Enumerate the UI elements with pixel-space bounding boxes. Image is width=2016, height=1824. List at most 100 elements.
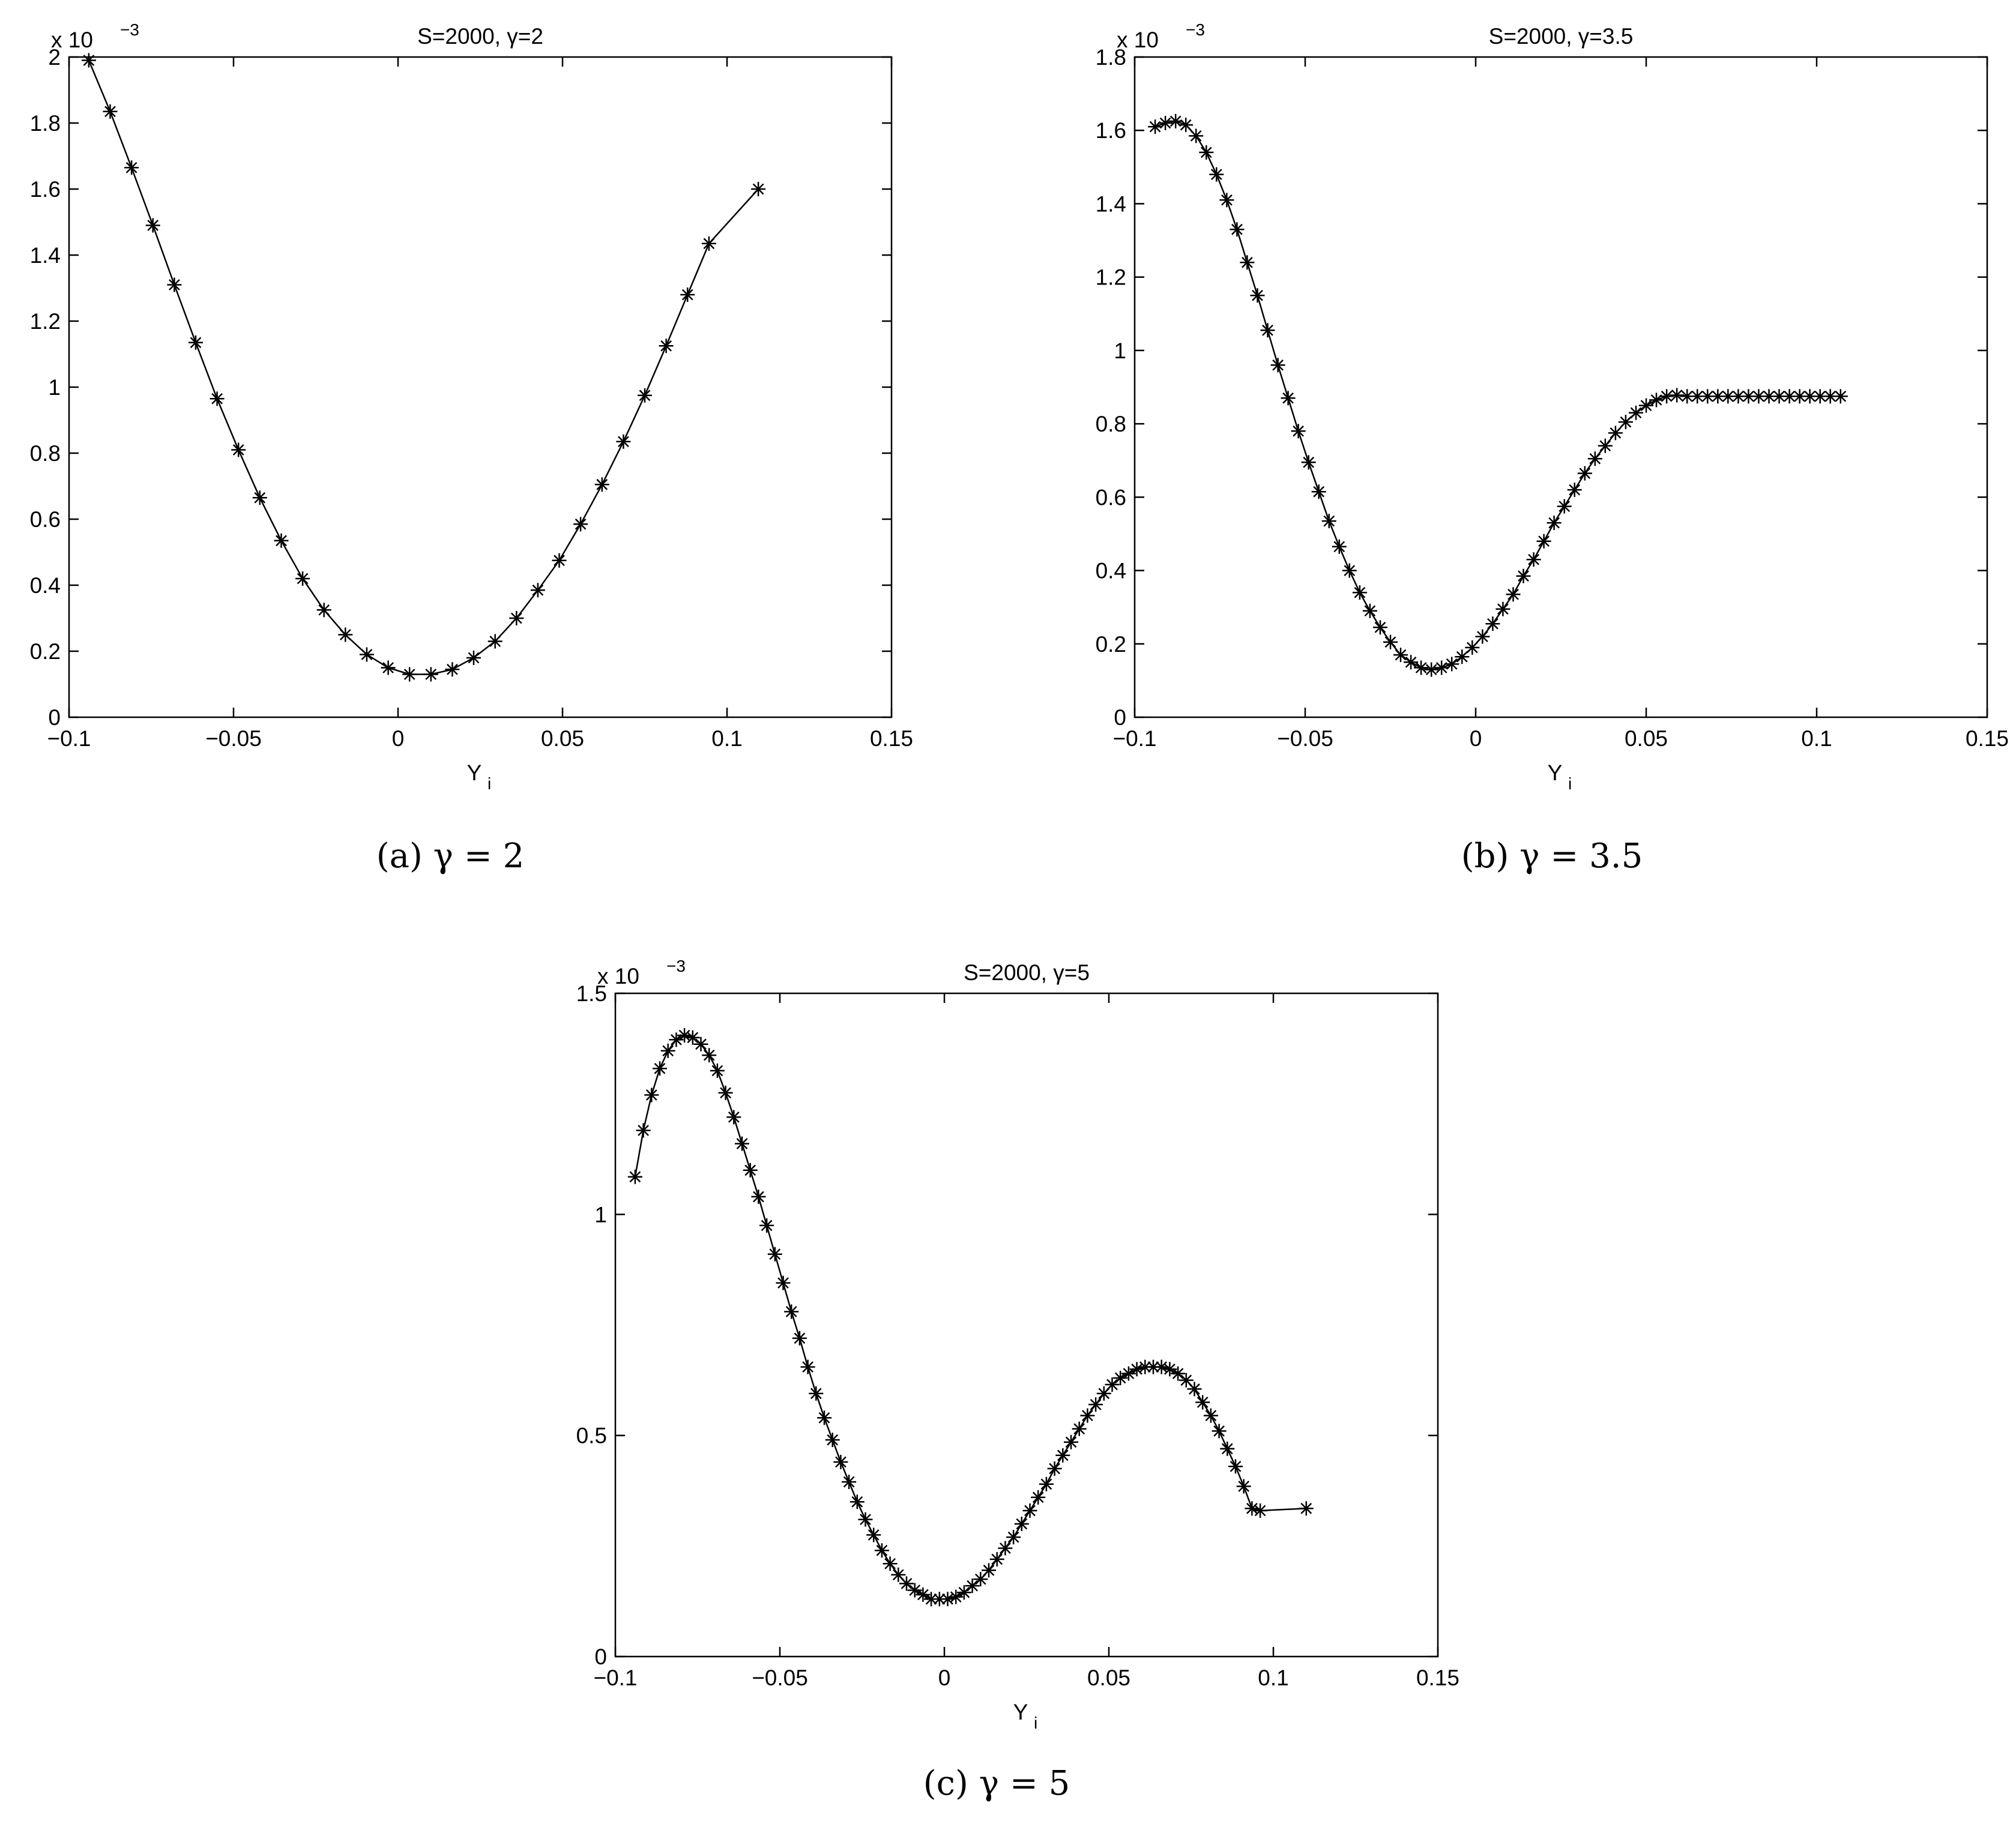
- data-point: [644, 1088, 659, 1103]
- data-point: [1187, 1382, 1202, 1397]
- data-point: [1171, 1366, 1186, 1381]
- marker-stroke: [835, 1456, 847, 1468]
- data-point: [1587, 451, 1602, 466]
- y-tick-label: 1.2: [30, 309, 61, 334]
- marker-stroke: [1238, 1481, 1250, 1492]
- x-tick-label: 0.15: [870, 726, 913, 751]
- marker-stroke: [681, 289, 693, 301]
- plot-frame: [1133, 56, 1988, 718]
- marker-stroke: [1497, 603, 1509, 615]
- marker-stroke: [1835, 390, 1847, 402]
- data-point: [1670, 388, 1685, 403]
- data-point: [1299, 1501, 1314, 1516]
- marker-stroke: [671, 1034, 682, 1046]
- marker-stroke: [1671, 390, 1683, 401]
- marker-stroke: [382, 662, 394, 673]
- marker-stroke: [1661, 390, 1673, 402]
- data-point: [1064, 1434, 1078, 1449]
- data-point: [1659, 389, 1674, 404]
- y-exponent-label: x 10: [1117, 28, 1159, 52]
- marker-stroke: [639, 390, 651, 402]
- y-tick-label: 1.4: [1096, 191, 1126, 216]
- x-axis-label: Y: [1013, 1700, 1028, 1724]
- data-point: [1557, 499, 1572, 514]
- marker-stroke: [1589, 453, 1601, 465]
- marker-stroke: [662, 1045, 674, 1057]
- marker-stroke: [1180, 119, 1192, 131]
- y-tick-label: 0.2: [1096, 632, 1126, 657]
- data-point: [445, 662, 460, 677]
- data-point: [1536, 534, 1551, 549]
- data-point: [616, 434, 631, 449]
- y-tick-label: 1.6: [1096, 118, 1126, 143]
- marker-stroke: [1425, 664, 1437, 675]
- marker-stroke: [211, 393, 223, 405]
- marker-stroke: [917, 1589, 929, 1601]
- y-tick-label: 1: [1114, 339, 1126, 363]
- y-tick-label: 2: [48, 45, 61, 70]
- data-point: [316, 603, 331, 618]
- data-point: [252, 490, 267, 505]
- marker-stroke: [1172, 1368, 1184, 1379]
- marker-stroke: [83, 55, 95, 66]
- marker-stroke: [147, 220, 159, 231]
- marker-stroke: [489, 636, 501, 647]
- marker-stroke: [1630, 407, 1642, 419]
- marker-stroke: [1049, 1463, 1060, 1475]
- marker-stroke: [687, 1032, 699, 1044]
- data-point: [1414, 660, 1429, 675]
- marker-stroke: [761, 1220, 773, 1232]
- data-point: [759, 1218, 774, 1233]
- y-tick-label: 1.6: [30, 177, 61, 202]
- data-point: [743, 1163, 758, 1178]
- data-point: [1146, 1359, 1160, 1374]
- marker-stroke: [403, 669, 415, 680]
- marker-stroke: [618, 436, 629, 448]
- marker-stroke: [1599, 440, 1611, 452]
- marker-stroke: [925, 1593, 937, 1605]
- x-tick-label: 0.15: [1966, 726, 2009, 751]
- marker-stroke: [818, 1412, 830, 1424]
- marker-stroke: [629, 1171, 641, 1183]
- data-point: [1352, 585, 1367, 600]
- marker-stroke: [125, 161, 137, 173]
- data-point: [751, 182, 766, 196]
- marker-stroke: [753, 1191, 764, 1203]
- data-point: [1291, 424, 1306, 439]
- marker-stroke: [1016, 1518, 1028, 1530]
- x-axis-label: Y: [1548, 760, 1563, 785]
- marker-stroke: [1323, 515, 1335, 527]
- marker-stroke: [1794, 390, 1805, 402]
- data-point: [1444, 657, 1459, 672]
- marker-stroke: [532, 584, 544, 596]
- marker-stroke: [1065, 1436, 1077, 1448]
- data-point: [81, 53, 96, 68]
- data-point: [677, 1028, 692, 1043]
- x-tick-label: 0: [392, 726, 405, 751]
- marker-stroke: [468, 652, 480, 664]
- data-point: [103, 104, 118, 119]
- marker-stroke: [934, 1593, 946, 1605]
- marker-stroke: [744, 1164, 756, 1176]
- data-point: [1039, 1476, 1054, 1491]
- data-point: [638, 388, 652, 403]
- data-point: [124, 160, 139, 175]
- marker-stroke: [728, 1111, 740, 1123]
- marker-stroke: [1169, 115, 1182, 127]
- x-tick-label: 0.15: [1416, 1666, 1459, 1690]
- marker-stroke: [1753, 390, 1764, 402]
- data-point: [1055, 1448, 1070, 1463]
- marker-stroke: [1114, 1372, 1126, 1384]
- data-point: [1455, 649, 1470, 664]
- data-point: [1362, 603, 1377, 618]
- data-point: [660, 1043, 675, 1058]
- marker-stroke: [425, 669, 437, 680]
- marker-stroke: [1272, 359, 1284, 371]
- marker-stroke: [645, 1089, 657, 1101]
- y-tick-label: 0: [594, 1645, 607, 1669]
- data-point: [809, 1386, 824, 1401]
- plot-frame: [614, 992, 1439, 1658]
- data-point: [1608, 426, 1623, 441]
- data-point: [1014, 1517, 1029, 1531]
- x-tick-label: −0.05: [205, 726, 262, 751]
